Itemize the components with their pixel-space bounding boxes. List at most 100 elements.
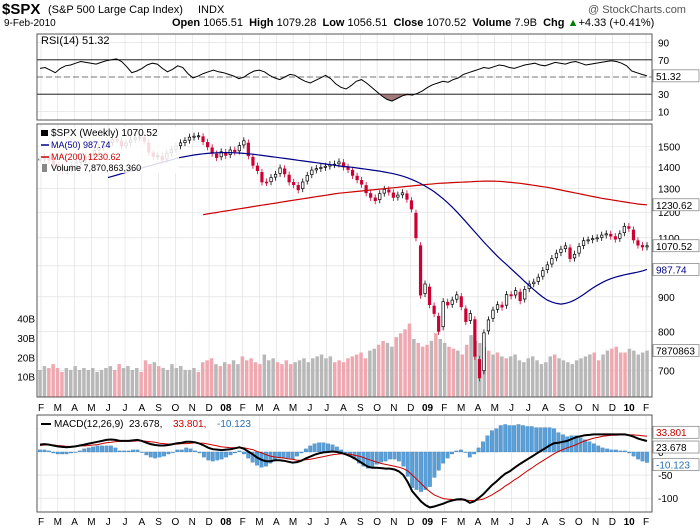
macd-histogram-bar: [51, 451, 56, 454]
candle-body: [414, 212, 418, 239]
macd-x-label-13: M: [255, 517, 263, 528]
up-arrow-icon: ▲: [567, 17, 579, 29]
volume-bar: [121, 368, 126, 397]
candle-body: [550, 258, 554, 265]
volume-bar: [64, 368, 69, 397]
macd-x-label-35: 10: [624, 517, 636, 528]
candle-body: [450, 299, 454, 305]
macd-last-value: 23.678: [656, 443, 687, 454]
volume-bar: [610, 348, 614, 397]
macd-histogram-bar: [640, 451, 645, 462]
candle-body: [396, 194, 400, 198]
macd-hist-last-value-box: [652, 458, 700, 472]
macd-histogram-bar: [370, 451, 375, 468]
ma50-legend-label: MA(50) 987.74: [51, 140, 111, 150]
candle-body: [495, 304, 500, 310]
macd-histogram-bar: [113, 447, 118, 453]
candle-body: [577, 246, 581, 254]
volume-bar: [372, 348, 376, 397]
price-x-label-36: F: [643, 403, 649, 414]
volume-bar: [605, 350, 610, 397]
exchange-label: INDX: [198, 4, 225, 16]
volume-legend-label: Volume 7,870,863,360: [51, 163, 141, 173]
volume-bar: [486, 350, 491, 397]
price-x-label-25: M: [457, 403, 465, 414]
volume-bar: [381, 340, 385, 397]
volume-bar: [306, 362, 311, 397]
macd-tick-label-0: -100: [658, 494, 678, 505]
volume-bar: [55, 368, 60, 397]
macd-x-label-31: S: [559, 517, 566, 528]
volume-bar: [157, 366, 161, 397]
macd-histogram-bar: [388, 451, 392, 460]
macd-histogram-bar: [202, 451, 206, 458]
macd-x-label-4: J: [106, 517, 111, 528]
macd-histogram-bar: [295, 451, 299, 457]
volume-bar: [434, 333, 438, 397]
candle-body: [183, 140, 187, 143]
price-x-label-7: S: [155, 403, 162, 414]
macd-histogram-bar: [454, 450, 459, 453]
copyright-link[interactable]: @ StockCharts.com: [588, 4, 686, 16]
volume-bar: [227, 364, 231, 397]
macd-legend-label: MACD(12,26,9): [54, 419, 123, 430]
price-tick-label-6: 1300: [658, 185, 681, 196]
volume-bar: [561, 360, 566, 397]
low-label: Low: [322, 17, 345, 29]
volume-bar: [267, 360, 271, 397]
macd-histogram-bar: [162, 451, 166, 457]
volume-bar: [289, 364, 293, 397]
macd-legend-hist-value: -10.123: [217, 419, 251, 430]
ma50-last-value-box: [652, 263, 700, 276]
candle-body: [514, 290, 518, 296]
low-value: 1056.51: [347, 17, 388, 29]
macd-histogram-bar: [303, 448, 308, 453]
candle-body: [418, 245, 423, 296]
volume-bar: [548, 356, 552, 397]
macd-histogram-bar: [82, 448, 87, 453]
candle-body: [391, 192, 395, 198]
volume-bar: [570, 364, 574, 397]
macd-x-label-26: A: [475, 517, 482, 528]
macd-histogram-bar: [374, 451, 379, 465]
price-tick-label-7: 1400: [658, 163, 681, 174]
volume-label: Volume: [472, 17, 512, 29]
volume-bar: [95, 371, 99, 397]
price-tick-label-0: 700: [658, 367, 675, 378]
macd-histogram-bar: [392, 451, 397, 460]
volume-bar: [209, 358, 214, 397]
macd-histogram-bar: [108, 445, 113, 453]
macd-histogram-bar: [139, 451, 144, 453]
macd-histogram-bar: [516, 424, 521, 453]
ma200-last-value: 1230.62: [656, 201, 693, 212]
macd-histogram-bar: [100, 445, 104, 453]
candle-body: [201, 136, 205, 142]
macd-x-label-3: M: [87, 517, 95, 528]
macd-legend-macd-value: 23.678,: [129, 419, 162, 430]
volume-bar: [293, 362, 297, 397]
price-x-label-1: M: [54, 403, 62, 414]
volume-bar: [297, 360, 302, 397]
volume-bar: [315, 356, 319, 397]
price-x-label-26: A: [475, 403, 482, 414]
macd-x-label-29: J: [526, 517, 531, 528]
macd-histogram-bar: [498, 425, 503, 453]
volume-bar: [249, 358, 253, 397]
candle-body: [273, 173, 278, 178]
volume-tick-label-3: 40B: [17, 315, 35, 326]
macd-histogram-bar: [427, 451, 432, 487]
macd-histogram-bar: [534, 427, 539, 453]
volume-bar: [130, 369, 135, 397]
price-x-label-0: F: [38, 403, 44, 414]
volume-bar: [51, 364, 55, 397]
candle-body: [251, 156, 255, 166]
candle-body: [645, 245, 649, 248]
macd-histogram-bar: [396, 451, 401, 462]
price-x-label-33: N: [592, 403, 599, 414]
price-x-label-11: 08: [220, 403, 232, 414]
volume-bar: [170, 364, 174, 397]
volume-bar: [183, 369, 187, 397]
macd-histogram-bar: [277, 451, 282, 459]
volume-bar: [205, 360, 209, 397]
